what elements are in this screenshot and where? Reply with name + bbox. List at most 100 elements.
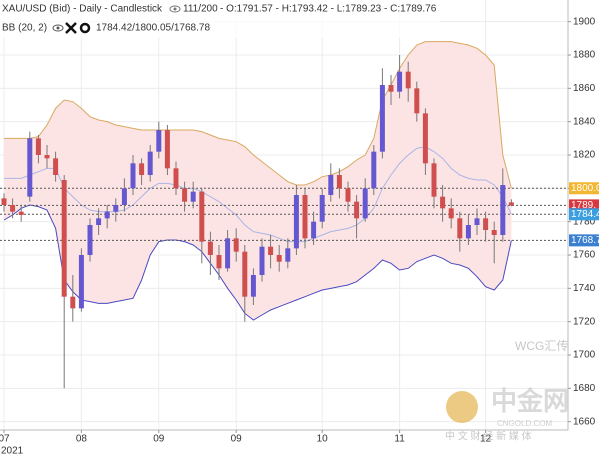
- x-tick-label: 07: [0, 434, 10, 445]
- candle-body: [216, 255, 222, 269]
- candle-body: [104, 211, 110, 219]
- candle-body: [379, 85, 385, 152]
- y-tick-label: 1680: [573, 383, 596, 394]
- candle-body: [130, 163, 136, 189]
- site: CNGOLD.COM: [497, 419, 552, 428]
- candle-body: [319, 195, 325, 222]
- eye-icon[interactable]: [169, 5, 181, 13]
- candle-body: [405, 71, 411, 89]
- close-icon[interactable]: [65, 22, 77, 34]
- y-tick-label: 1700: [573, 350, 596, 361]
- price-label-bg: [569, 234, 599, 247]
- candle-body: [414, 88, 420, 114]
- candle-body: [225, 238, 231, 269]
- y-tick-label: 1780: [573, 216, 596, 227]
- candle-body: [190, 191, 196, 202]
- account: WCG汇传: [515, 338, 568, 353]
- candle-body: [199, 191, 205, 242]
- slogan: 中 文 财 经 新 媒 体: [445, 430, 532, 443]
- candle-body: [302, 195, 308, 239]
- candle-body: [422, 113, 428, 164]
- y-tick-label: 1820: [573, 150, 596, 161]
- y-tick-label: 1840: [573, 116, 596, 127]
- candle-body: [457, 218, 463, 239]
- candle-body: [354, 201, 360, 219]
- candle-body: [61, 180, 67, 297]
- candle-body: [362, 188, 368, 219]
- candle-body: [53, 158, 59, 175]
- candle-body: [311, 221, 317, 239]
- x-tick-label: 11: [394, 434, 405, 445]
- candle-body: [508, 202, 514, 206]
- price-label: 1789.: [571, 200, 596, 211]
- candle-body: [18, 211, 24, 215]
- candle-body: [397, 71, 403, 92]
- settings-icon[interactable]: [79, 22, 91, 34]
- candle-body: [465, 225, 471, 239]
- candle-body: [336, 175, 342, 189]
- candle-body: [44, 155, 50, 159]
- candle-body: [440, 196, 446, 209]
- y-tick-label: 1720: [573, 316, 596, 327]
- candle-body: [268, 246, 274, 255]
- price-label: 1768.7: [571, 235, 599, 246]
- y-tick-label: 1860: [573, 83, 596, 94]
- logo: [446, 391, 478, 423]
- candle-body: [328, 175, 334, 195]
- indicator-values: 1784.42/1800.05/1768.78: [96, 23, 210, 34]
- indicator-eye[interactable]: [52, 24, 64, 32]
- candle-body: [491, 230, 497, 235]
- x-tick-label: 09: [153, 434, 165, 445]
- candle-body: [371, 151, 377, 189]
- x-tick-label: 10: [317, 434, 329, 445]
- y-tick-label: 1660: [573, 416, 596, 427]
- counter: 111/200: [183, 4, 218, 15]
- candle-body: [27, 138, 33, 197]
- candle-body: [233, 238, 239, 252]
- candle-body: [345, 188, 351, 202]
- x-tick-label: 08: [76, 434, 88, 445]
- candle-body: [259, 246, 265, 275]
- candle-body: [156, 130, 162, 152]
- candle-body: [35, 138, 41, 155]
- candle-body: [250, 275, 256, 297]
- candle-body: [10, 205, 16, 212]
- candle-body: [121, 188, 127, 205]
- candle-body: [96, 218, 102, 225]
- candle-body: [293, 195, 299, 249]
- price-label-bg: [569, 182, 599, 195]
- year-label: 2021: [1, 446, 24, 456]
- price-label: 1800.0: [571, 183, 599, 194]
- y-tick-label: 1900: [573, 16, 596, 27]
- x-tick-label: 12: [480, 434, 492, 445]
- brand: 中金网: [491, 386, 569, 416]
- band-lower: [3, 204, 512, 321]
- candle-body: [242, 251, 248, 297]
- candle-body: [388, 85, 394, 92]
- y-axis-bg: [568, 0, 599, 456]
- price-label: 1784.4: [571, 209, 599, 220]
- candle-body: [207, 241, 213, 255]
- y-tick-label: 1880: [573, 50, 596, 61]
- watermark: 中金网 CNGOLD.COM 中 文 财 经 新 媒 体 WCG汇传: [445, 338, 569, 442]
- header: XAU/USD (Bid) - Daily - Candlestick 111/…: [0, 0, 440, 38]
- candle-body: [182, 188, 188, 202]
- candle-body: [500, 185, 506, 235]
- candle-body: [431, 163, 437, 197]
- candle-body: [113, 205, 119, 212]
- candle-body: [70, 296, 76, 309]
- candle-body: [474, 218, 480, 225]
- candle-body: [139, 163, 145, 175]
- candle-body: [173, 168, 179, 189]
- candle-body: [285, 248, 291, 262]
- candle-body: [483, 218, 489, 230]
- candle-body: [147, 151, 153, 175]
- candle-body: [78, 255, 84, 309]
- price-label-bg: [569, 208, 599, 221]
- title: XAU/USD (Bid) - Daily - Candlestick: [2, 4, 163, 15]
- x-tick-label: 09: [231, 434, 243, 445]
- y-tick-label: 1740: [573, 283, 596, 294]
- candle-body: [1, 198, 7, 205]
